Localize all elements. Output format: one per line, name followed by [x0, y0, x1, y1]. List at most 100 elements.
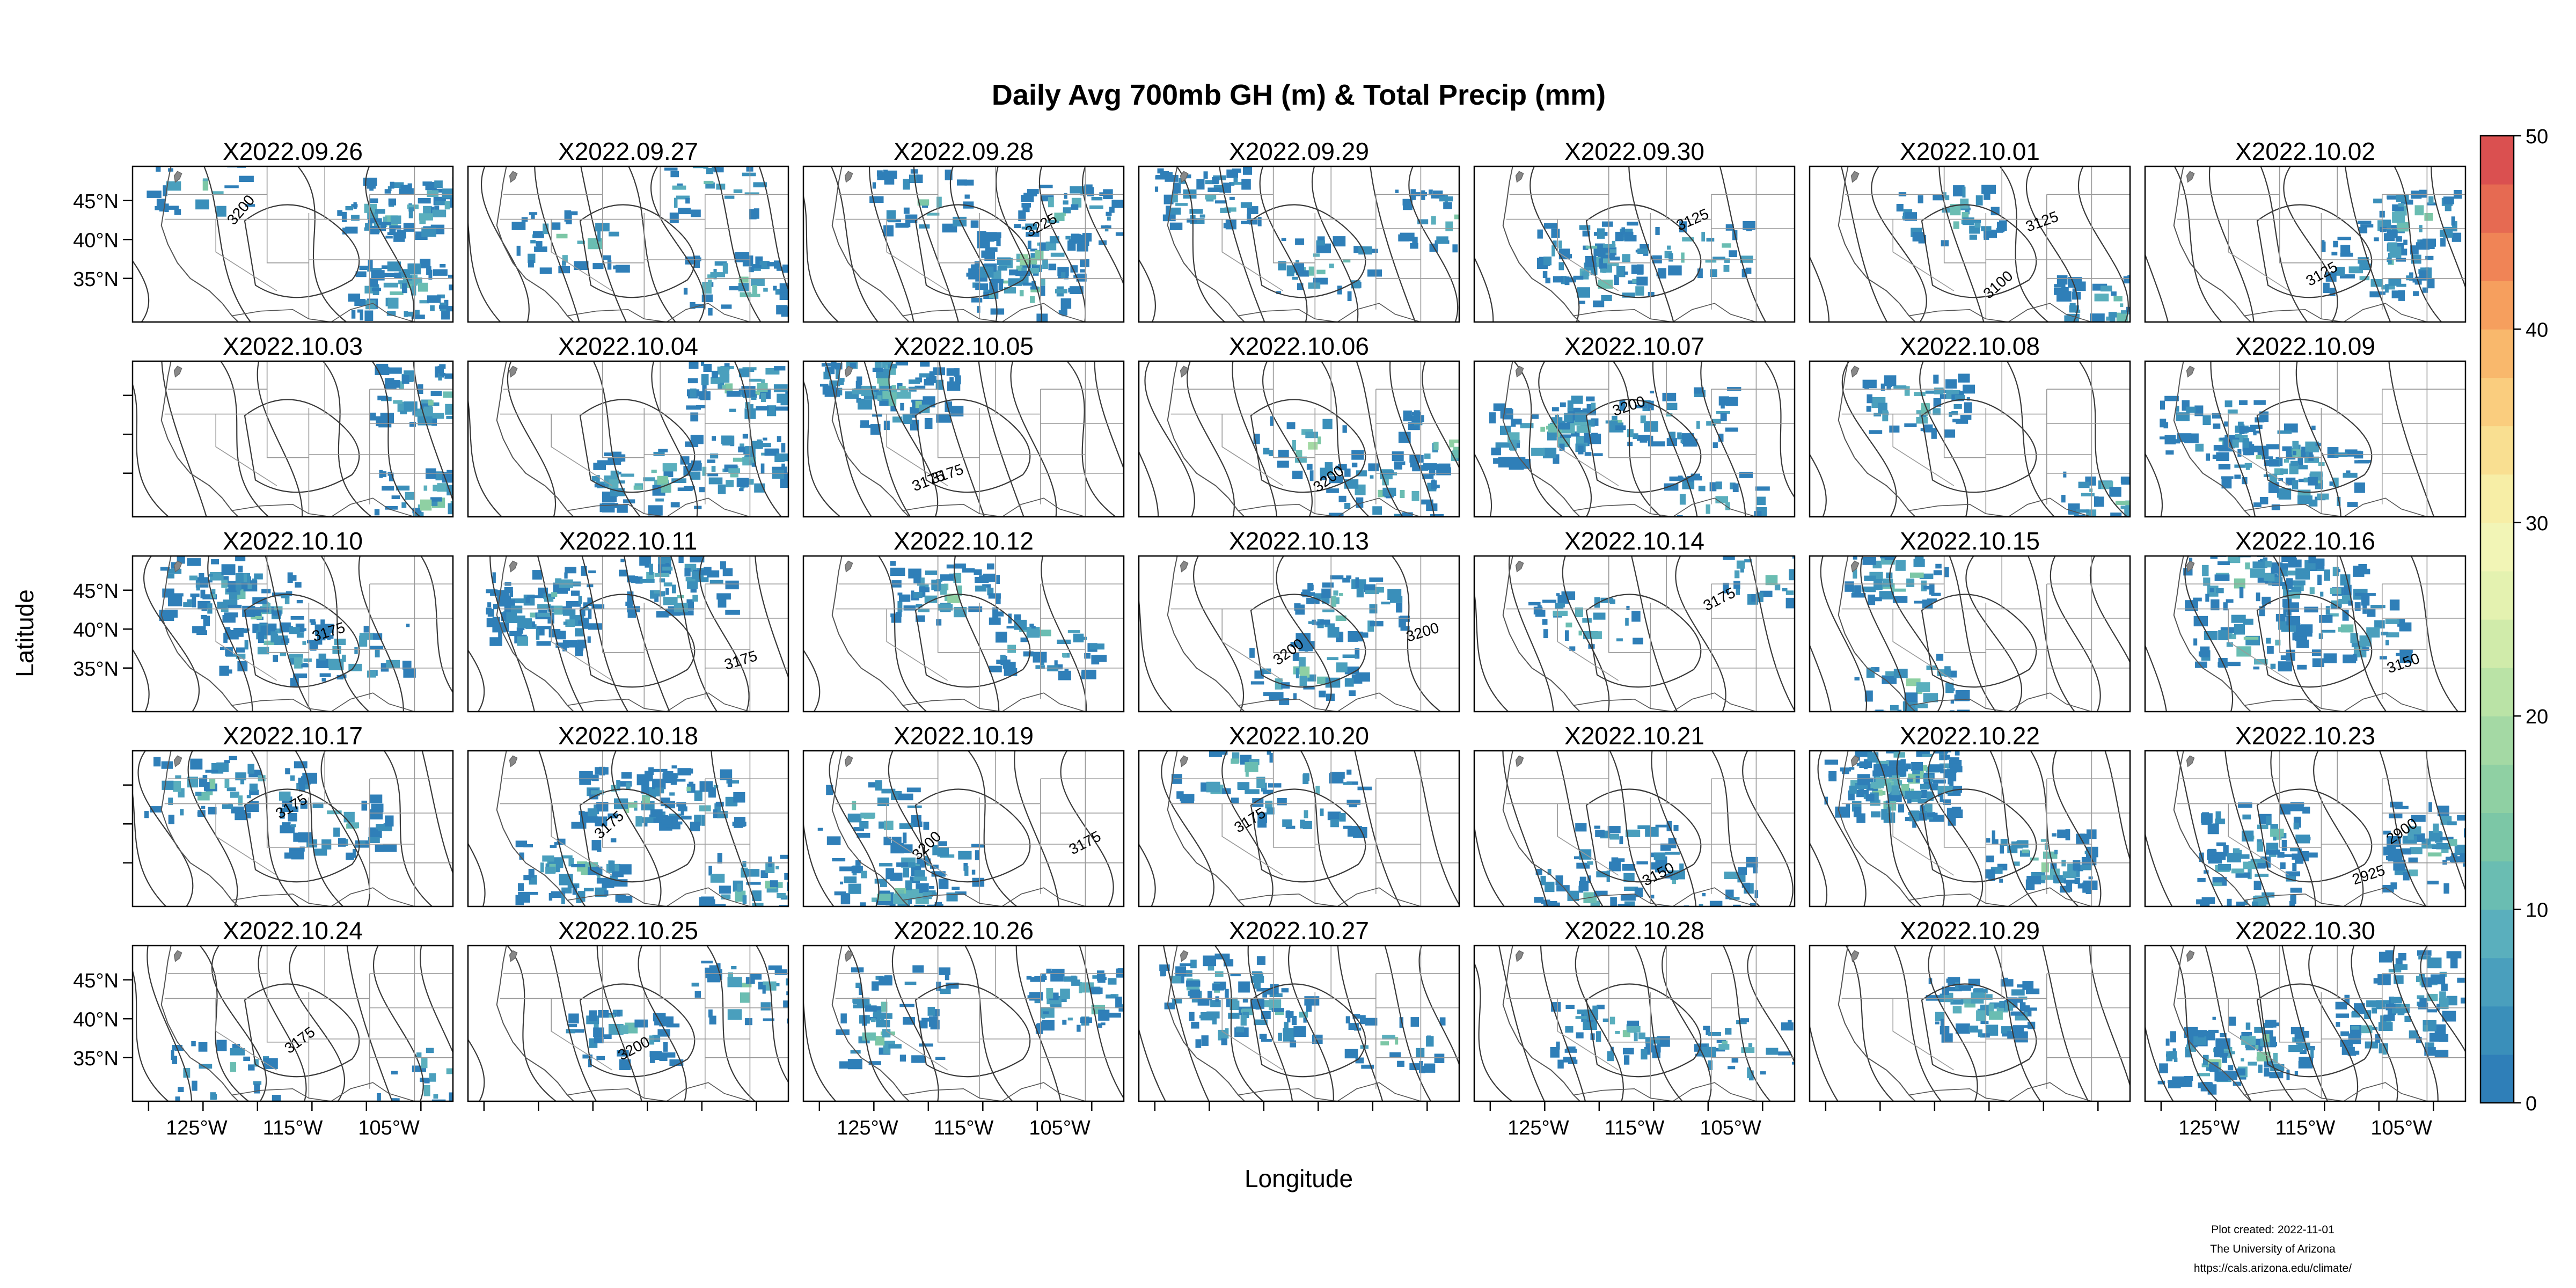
- precip-cell: [1868, 597, 1882, 602]
- precip-cell: [555, 578, 562, 584]
- precip-cell: [1347, 826, 1362, 837]
- precip-cell: [2121, 480, 2130, 485]
- precip-cell: [2250, 859, 2265, 863]
- precip-cell: [731, 965, 737, 970]
- precip-cell: [996, 660, 1008, 664]
- precip-cell: [2237, 421, 2244, 426]
- precip-cell: [1067, 630, 1080, 633]
- precip-cell: [674, 779, 686, 782]
- gh-contour-line: [1474, 962, 1513, 1101]
- precip-cell: [1968, 1026, 1979, 1033]
- precip-cell: [2245, 562, 2250, 569]
- precip-cell: [1026, 976, 1032, 980]
- precip-cell: [1576, 1032, 1584, 1038]
- precip-cell: [655, 787, 664, 794]
- state-border-line: [266, 166, 309, 264]
- gh-contour-line: [650, 166, 705, 322]
- state-border-line: [2279, 556, 2322, 653]
- precip-cell: [245, 803, 259, 813]
- precip-cell: [1421, 190, 1425, 200]
- precip-cell: [696, 405, 706, 408]
- precip-cell: [1738, 867, 1747, 875]
- precip-cell: [1918, 798, 1927, 804]
- precip-cell: [1842, 770, 1849, 774]
- precip-cell: [1270, 416, 1274, 426]
- precip-cell: [971, 264, 978, 270]
- precip-cell: [1411, 415, 1424, 422]
- precip-cell: [620, 559, 625, 562]
- precip-cell: [427, 190, 439, 197]
- precip-cell: [2131, 484, 2135, 488]
- precip-cell: [1722, 1041, 1728, 1046]
- precip-cell: [1233, 177, 1238, 182]
- precip-cell: [388, 198, 396, 206]
- gh-contour-line: [2313, 751, 2364, 906]
- precip-cell: [1292, 471, 1303, 479]
- precip-cell: [210, 1092, 216, 1100]
- coastline: [496, 946, 574, 1101]
- precip-cell: [692, 595, 698, 602]
- precip-cell: [2288, 558, 2297, 568]
- precip-cell: [571, 864, 586, 868]
- gh-closed-contour: [1921, 399, 2037, 493]
- precip-cell: [964, 866, 969, 876]
- precip-cell: [411, 286, 416, 296]
- precip-cell: [604, 452, 617, 456]
- precip-cell: [921, 1018, 931, 1022]
- precip-cell: [595, 887, 607, 897]
- panel-map-layers: [133, 751, 453, 906]
- gh-contour-line: [187, 751, 238, 906]
- precip-cell: [1269, 753, 1273, 763]
- precip-cell: [2394, 869, 2408, 875]
- precip-cell: [1348, 631, 1358, 642]
- state-borders: [1841, 556, 2130, 712]
- precip-cell: [1975, 195, 1983, 206]
- precip-cell: [1431, 479, 1435, 487]
- precip-cell: [1099, 240, 1107, 245]
- precip-cell: [405, 492, 415, 500]
- precip-cell: [672, 185, 686, 190]
- precip-cell: [1060, 298, 1072, 309]
- international-border: [1238, 1082, 1421, 1101]
- precip-cell: [557, 838, 566, 845]
- precip-cell: [2275, 835, 2282, 840]
- precip-cell: [1254, 1019, 1268, 1025]
- precip-cell: [2465, 809, 2480, 816]
- precip-cell: [1782, 588, 1788, 591]
- puget-sound-mark: [844, 560, 853, 573]
- precip-cell: [391, 1071, 398, 1075]
- precip-cell: [729, 408, 736, 412]
- precip-cell: [516, 627, 523, 634]
- precip-cell: [792, 991, 801, 1000]
- precip-cell: [1540, 427, 1545, 432]
- precip-cell: [2211, 599, 2220, 611]
- precip-cell: [1874, 764, 1888, 775]
- precip-cell: [966, 273, 970, 277]
- precip-cell: [850, 1050, 861, 1054]
- panel-map-layers: [133, 946, 453, 1101]
- precip-cell: [701, 815, 706, 826]
- precip-cell: [2295, 559, 2302, 568]
- precip-cell: [1173, 182, 1181, 194]
- precip-cell: [264, 640, 278, 645]
- map-panel: X2022.10.09: [2144, 332, 2467, 518]
- precip-cell: [2257, 841, 2264, 852]
- precip-cell: [1750, 903, 1757, 906]
- state-border-line: [2228, 803, 2290, 876]
- precip-cell: [676, 195, 690, 200]
- state-borders: [1841, 166, 2130, 322]
- precip-cell: [2427, 852, 2442, 857]
- precip-cell: [1065, 236, 1071, 240]
- precip-cell: [898, 793, 913, 801]
- precip-cell: [2407, 831, 2414, 840]
- precip-cell: [1327, 811, 1341, 821]
- precip-cell: [359, 635, 368, 647]
- coastline: [1838, 361, 1916, 517]
- precip-cell: [2408, 857, 2418, 863]
- precip-cell: [1912, 817, 1916, 828]
- precip-cell: [1668, 431, 1676, 438]
- precip-cell: [284, 595, 290, 604]
- gh-contour-line: [670, 556, 718, 712]
- precip-cell: [896, 862, 908, 867]
- gh-contour-line: [803, 193, 840, 322]
